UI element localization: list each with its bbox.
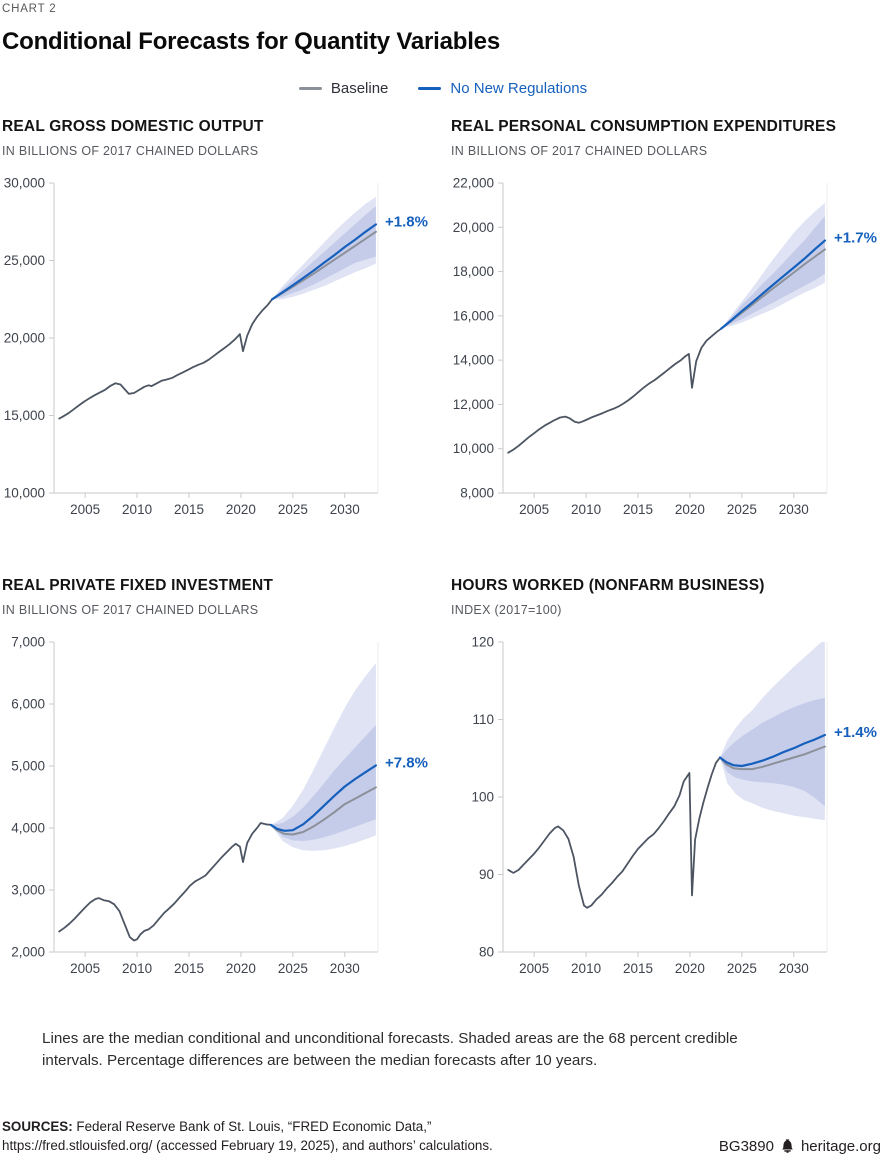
sources: SOURCES: Federal Reserve Bank of St. Lou… <box>2 1117 493 1155</box>
chart-title: HOURS WORKED (NONFARM BUSINESS) <box>451 577 765 594</box>
chart-title: REAL PRIVATE FIXED INVESTMENT <box>2 577 274 594</box>
svg-text:22,000: 22,000 <box>453 176 494 191</box>
svg-text:2005: 2005 <box>70 961 100 976</box>
svg-text:80: 80 <box>479 945 494 960</box>
svg-text:2010: 2010 <box>571 502 601 517</box>
svg-text:120: 120 <box>471 635 494 650</box>
svg-text:2025: 2025 <box>278 961 308 976</box>
chart-cell-private-fixed-investment: REAL PRIVATE FIXED INVESTMENT IN BILLION… <box>2 577 444 982</box>
svg-text:+7.8%: +7.8% <box>385 754 428 771</box>
svg-text:3,000: 3,000 <box>11 883 45 898</box>
svg-text:2010: 2010 <box>571 961 601 976</box>
svg-text:2005: 2005 <box>519 961 549 976</box>
svg-text:2030: 2030 <box>330 961 360 976</box>
svg-text:90: 90 <box>479 867 494 882</box>
svg-text:2020: 2020 <box>226 961 256 976</box>
svg-text:25,000: 25,000 <box>4 253 45 268</box>
page-title: Conditional Forecasts for Quantity Varia… <box>2 28 500 55</box>
svg-text:2020: 2020 <box>675 502 705 517</box>
chart-cell-gross-domestic-output: REAL GROSS DOMESTIC OUTPUT IN BILLIONS O… <box>2 118 444 523</box>
svg-text:18,000: 18,000 <box>453 264 494 279</box>
legend-item-baseline: Baseline <box>298 80 389 97</box>
chart-title: REAL PERSONAL CONSUMPTION EXPENDITURES <box>451 118 837 135</box>
liberty-bell-icon <box>782 1139 793 1153</box>
chart-cell-hours-worked: HOURS WORKED (NONFARM BUSINESS) INDEX (2… <box>444 577 884 982</box>
svg-text:4,000: 4,000 <box>11 821 45 836</box>
svg-text:2005: 2005 <box>70 502 100 517</box>
svg-text:2020: 2020 <box>226 502 256 517</box>
sources-line2: https://fred.stlouisfed.org/ (accessed F… <box>2 1138 493 1154</box>
svg-text:2030: 2030 <box>779 502 809 517</box>
legend-item-no-new-regulations: No New Regulations <box>418 80 587 97</box>
footer-brand: BG3890 heritage.org <box>719 1138 881 1155</box>
svg-text:2025: 2025 <box>727 961 757 976</box>
svg-text:+1.4%: +1.4% <box>834 724 877 741</box>
chart-canvas-personal-consumption: 8,000 10,000 12,000 14,000 16,000 18,000 20,00… <box>453 176 877 518</box>
svg-text:2015: 2015 <box>174 502 204 517</box>
sources-label: SOURCES: <box>2 1119 73 1135</box>
svg-text:2010: 2010 <box>122 502 152 517</box>
chart-label: CHART 2 <box>2 3 57 15</box>
svg-text:15,000: 15,000 <box>4 408 45 423</box>
svg-text:30,000: 30,000 <box>4 176 45 191</box>
svg-text:5,000: 5,000 <box>11 759 45 774</box>
svg-text:2030: 2030 <box>779 961 809 976</box>
svg-text:10,000: 10,000 <box>453 441 494 456</box>
svg-text:110: 110 <box>472 712 494 727</box>
no-new-regulations-line-swatch <box>418 87 442 90</box>
svg-text:2010: 2010 <box>122 961 152 976</box>
svg-text:2005: 2005 <box>519 502 549 517</box>
chart-canvas-gross-domestic-output: 10,000 15,000 20,000 25,000 30,000 2005 2010 20… <box>4 176 428 518</box>
chart-canvas-private-fixed-investment: 2,000 3,000 4,000 5,000 6,000 7,000 2005 2010 20… <box>11 635 428 977</box>
chart-cell-personal-consumption: REAL PERSONAL CONSUMPTION EXPENDITURES I… <box>444 118 884 523</box>
svg-text:2030: 2030 <box>330 502 360 517</box>
chart-title: REAL GROSS DOMESTIC OUTPUT <box>2 118 264 135</box>
chart-subtitle: INDEX (2017=100) <box>451 603 562 617</box>
svg-text:7,000: 7,000 <box>11 635 45 650</box>
svg-text:2025: 2025 <box>727 502 757 517</box>
svg-text:6,000: 6,000 <box>11 697 45 712</box>
chart-canvas-hours-worked: 80 90 100 110 120 2005 2010 2015 2020 2025 2030 +1.… <box>471 635 877 977</box>
svg-text:16,000: 16,000 <box>453 308 494 323</box>
baseline-line-swatch <box>298 87 322 90</box>
chart-grid: REAL GROSS DOMESTIC OUTPUT IN BILLIONS O… <box>2 118 884 982</box>
svg-text:2020: 2020 <box>675 961 705 976</box>
svg-text:14,000: 14,000 <box>453 353 494 368</box>
svg-text:2,000: 2,000 <box>11 945 45 960</box>
report-id: BG3890 <box>718 1138 774 1156</box>
svg-text:20,000: 20,000 <box>453 220 494 235</box>
footnote: Lines are the median conditional and unc… <box>42 1030 738 1069</box>
svg-text:2015: 2015 <box>623 502 653 517</box>
svg-text:12,000: 12,000 <box>453 397 494 412</box>
svg-text:2025: 2025 <box>278 502 308 517</box>
svg-text:100: 100 <box>471 790 494 805</box>
legend-label-no-new-regulations: No New Regulations <box>450 80 588 97</box>
svg-text:2015: 2015 <box>174 961 204 976</box>
legend: Baseline No New Regulations <box>2 80 884 97</box>
legend-label-baseline: Baseline <box>330 80 389 97</box>
svg-text:+1.8%: +1.8% <box>385 213 428 230</box>
svg-text:8,000: 8,000 <box>460 486 494 501</box>
sources-line1: Federal Reserve Bank of St. Louis, “FRED… <box>76 1119 432 1135</box>
chart-subtitle: IN BILLIONS OF 2017 CHAINED DOLLARS <box>2 603 259 617</box>
svg-text:20,000: 20,000 <box>4 331 45 346</box>
svg-text:10,000: 10,000 <box>4 486 45 501</box>
svg-text:+1.7%: +1.7% <box>834 230 877 247</box>
publisher-site: heritage.org <box>800 1138 881 1156</box>
chart-subtitle: IN BILLIONS OF 2017 CHAINED DOLLARS <box>2 144 259 158</box>
footer: SOURCES: Federal Reserve Bank of St. Lou… <box>2 1117 884 1155</box>
chart-subtitle: IN BILLIONS OF 2017 CHAINED DOLLARS <box>451 144 708 158</box>
svg-text:2015: 2015 <box>623 961 653 976</box>
